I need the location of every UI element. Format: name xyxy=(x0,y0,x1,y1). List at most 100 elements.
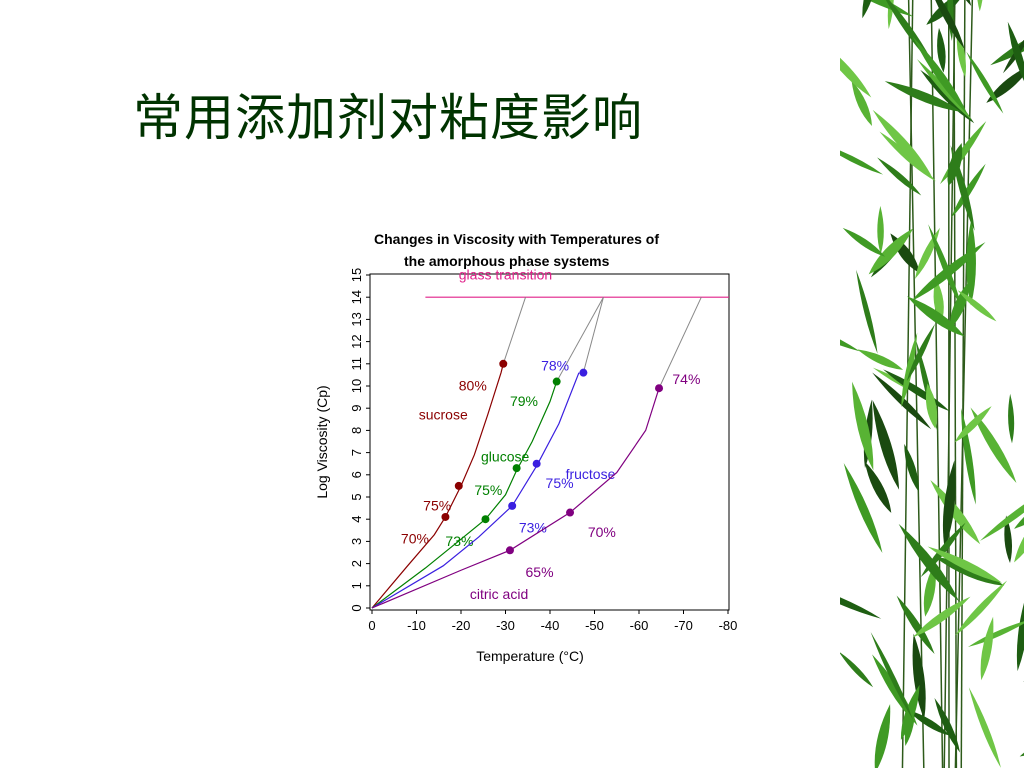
bamboo-leaf xyxy=(879,131,936,182)
fructose-point xyxy=(579,368,588,377)
bamboo-leaf xyxy=(1008,393,1015,444)
bamboo-leaf xyxy=(954,406,992,443)
glucose-name-label: glucose xyxy=(481,448,529,464)
citric-acid-point-label: 70% xyxy=(588,524,616,540)
bamboo-leaf xyxy=(913,596,971,638)
bamboo-leaf xyxy=(915,227,940,279)
glucose-point-label: 75% xyxy=(474,482,502,498)
fructose-name-label: fructose xyxy=(566,466,616,482)
bamboo-leaf xyxy=(966,219,976,306)
bamboo-leaf xyxy=(906,323,935,381)
bamboo-leaf xyxy=(872,399,900,490)
y-tick-label: 13 xyxy=(349,312,364,326)
y-tick-label: 14 xyxy=(349,290,364,304)
fructose-point-label: 78% xyxy=(541,357,569,373)
bamboo-leaf xyxy=(896,595,935,654)
bamboo-leaf xyxy=(934,697,961,753)
x-tick-label: -40 xyxy=(541,618,560,633)
sucrose-point xyxy=(454,481,463,490)
bamboo-leaf xyxy=(980,616,994,681)
sucrose-point-label: 70% xyxy=(401,531,429,547)
bamboo-leaf xyxy=(950,145,975,231)
bamboo-leaf xyxy=(1016,585,1024,672)
bamboo-stem xyxy=(960,0,966,768)
citric-acid-point xyxy=(655,384,664,393)
sucrose-point-label: 80% xyxy=(459,377,487,393)
bamboo-leaf xyxy=(1019,733,1024,757)
y-tick-label: 9 xyxy=(349,405,364,412)
bamboo-leaf xyxy=(904,443,919,492)
y-tick-label: 15 xyxy=(349,268,364,282)
glucose-point-label: 79% xyxy=(510,393,538,409)
y-tick-label: 6 xyxy=(349,471,364,478)
y-tick-label: 10 xyxy=(349,379,364,393)
citric-acid-point xyxy=(566,508,575,517)
bamboo-leaf xyxy=(911,242,986,302)
y-tick-label: 5 xyxy=(349,493,364,500)
y-tick-label: 8 xyxy=(349,427,364,434)
chart-title-line2: the amorphous phase systems xyxy=(404,253,610,269)
bamboo-leaf xyxy=(906,296,965,337)
bamboo-leaf xyxy=(923,563,936,617)
glucose-point xyxy=(481,515,490,524)
bamboo-leaf xyxy=(843,463,883,553)
bamboo-leaf xyxy=(840,581,882,619)
bamboo-leaf xyxy=(912,633,926,720)
y-tick-label: 3 xyxy=(349,538,364,545)
x-tick-label: -10 xyxy=(407,618,426,633)
x-tick-label: -20 xyxy=(452,618,471,633)
sucrose-name-label: sucrose xyxy=(419,406,468,422)
bamboo-leaf xyxy=(852,381,874,471)
bamboo-leaf xyxy=(1007,21,1024,90)
citric-acid-name-label: citric acid xyxy=(470,586,528,602)
bamboo-leaf xyxy=(856,269,878,354)
bamboo-leaf xyxy=(872,109,932,176)
y-axis-label: Log Viscosity (Cp) xyxy=(314,385,330,498)
glucose-point xyxy=(512,464,521,473)
series-glucose: 73% 75% 79% glucose xyxy=(371,296,604,609)
sucrose-extension xyxy=(502,297,526,364)
citric-acid-point-label: 65% xyxy=(526,564,554,580)
bamboo-leaf xyxy=(851,80,872,126)
bamboo-leaf xyxy=(877,157,922,196)
slide-title: 常用添加剂对粘度影响 xyxy=(133,89,643,147)
bamboo-leaf xyxy=(898,523,960,602)
fructose-point xyxy=(532,459,541,468)
bamboo-leaf xyxy=(912,36,968,115)
fructose-point-label: 73% xyxy=(519,520,547,536)
x-axis-label: Temperature (°C) xyxy=(476,648,584,664)
bamboo-leaf xyxy=(840,316,861,352)
bamboo-leaf xyxy=(980,483,1024,541)
bamboo-leaf xyxy=(940,121,987,185)
bamboo-leaf xyxy=(968,687,1001,768)
bamboo-leaf xyxy=(884,81,962,112)
bamboo-leaf xyxy=(890,233,920,274)
x-tick-label: -30 xyxy=(496,618,515,633)
y-tick-label: 12 xyxy=(349,334,364,348)
bamboo-leaf xyxy=(868,228,914,275)
bamboo-leaf xyxy=(840,0,914,17)
glass-transition: glass transition xyxy=(425,266,729,298)
bamboo-leaf xyxy=(970,407,1017,484)
bamboo-leaf xyxy=(901,332,918,408)
bamboo-leaf xyxy=(925,383,938,429)
bamboo-leaf xyxy=(942,460,956,549)
fructose-point xyxy=(508,501,517,510)
bamboo-leaf xyxy=(951,163,986,218)
bamboo-leaf xyxy=(862,0,878,19)
sucrose-point xyxy=(441,512,450,521)
x-tick-label: -70 xyxy=(674,618,693,633)
x-tick-label: -50 xyxy=(585,618,604,633)
sucrose-point xyxy=(499,359,508,368)
bamboo-leaf xyxy=(976,0,984,12)
bamboo-leaf xyxy=(840,143,884,175)
series-group: 70% 75% 80% sucrose 73% 75% 79% glucose 73% 75% 78… xyxy=(371,296,702,609)
x-axis: 0 -10 -20 -30 -40 -50 -60 -70 -80 xyxy=(368,610,737,633)
bamboo-stem xyxy=(930,0,944,768)
bamboo-leaf xyxy=(840,651,874,688)
bamboo-stem xyxy=(943,0,956,768)
bamboo-leaf xyxy=(874,704,891,768)
bamboo-leaf xyxy=(877,205,884,255)
citric-acid-point xyxy=(505,546,514,555)
